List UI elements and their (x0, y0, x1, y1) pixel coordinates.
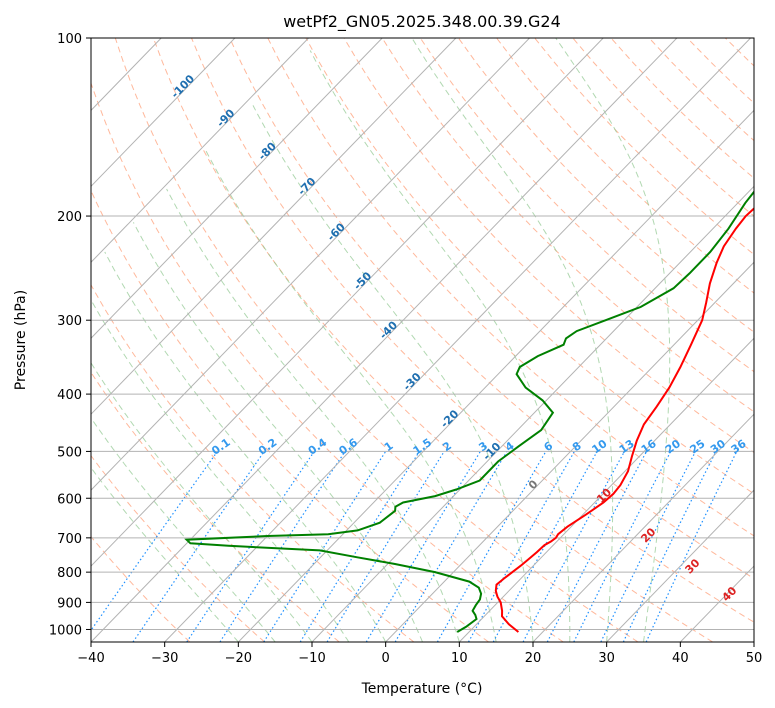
moist-adiabat (91, 299, 350, 642)
y-tick-label: 900 (57, 596, 82, 611)
isotherm-line (91, 38, 236, 188)
dry-adiabat (91, 371, 340, 642)
x-tick-label: 10 (451, 651, 468, 666)
y-tick-label: 500 (57, 445, 82, 460)
isotherm-line (91, 38, 309, 263)
y-tick-label: 1000 (49, 623, 82, 638)
moist-adiabat (309, 50, 571, 642)
isotherm-line (458, 337, 754, 642)
mixing-ratio-line (186, 451, 315, 642)
plot-frame (90, 37, 755, 643)
isotherm-line (91, 38, 457, 415)
isotherm-line (164, 38, 751, 642)
temperature-profile (494, 207, 754, 633)
chart-title: wetPf2_GN05.2025.348.00.39.G24 (283, 12, 561, 32)
moist-adiabat (411, 38, 614, 642)
x-tick-label: −30 (151, 651, 178, 666)
mixing-ratio-line (436, 451, 547, 642)
mixing-ratio-line (600, 451, 697, 642)
dry-adiabat (457, 38, 754, 333)
mixing-ratio-line (467, 451, 575, 642)
isotherm-line (91, 38, 530, 491)
y-tick-label: 400 (57, 388, 82, 403)
x-tick-label: 20 (525, 651, 542, 666)
moist-adiabat (91, 466, 239, 642)
mixing-ratio-line (91, 451, 218, 632)
isotherm-line (311, 185, 754, 642)
x-tick-label: −40 (77, 651, 104, 666)
mixing-ratio-line (263, 451, 387, 642)
dry-adiabat (91, 454, 265, 642)
isotherm-line (91, 38, 604, 567)
y-tick-label: 700 (57, 532, 82, 547)
x-tick-label: −20 (225, 651, 252, 666)
y-axis-label: Pressure (hPa) (13, 290, 29, 390)
moist-adiabat (252, 105, 534, 642)
y-tick-label: 300 (57, 314, 82, 329)
isotherm-line (91, 38, 383, 339)
moist-adiabat (166, 188, 460, 642)
isotherm-line (237, 109, 754, 642)
y-tick-label: 200 (57, 210, 82, 225)
isotherm-line (532, 413, 754, 642)
dewpoint-profile (184, 190, 754, 633)
axis-ticks: −40 −30 −20 −10 0 10 20 30 40 50 100 200 300 400 500 60… (49, 32, 762, 666)
moist-adiabat (555, 38, 671, 642)
dry-adiabat (91, 189, 489, 642)
mixing-ratio-line (219, 451, 346, 642)
x-tick-label: −10 (298, 651, 325, 666)
x-tick-label: 40 (672, 651, 689, 666)
x-tick-label: 30 (598, 651, 615, 666)
profile-lines (184, 190, 754, 633)
isotherm-line (385, 261, 754, 642)
mixing-ratio-line (326, 451, 445, 642)
x-axis-label: Temperature (°C) (361, 681, 483, 697)
moist-adiabat (91, 362, 313, 642)
x-tick-label: 0 (382, 651, 390, 666)
dry-adiabat (191, 38, 754, 623)
y-tick-label: 100 (57, 32, 82, 47)
mixing-ratio-line (573, 451, 672, 642)
y-tick-label: 800 (57, 566, 82, 581)
moist-adiabat (132, 222, 423, 642)
dry-adiabat (496, 38, 754, 294)
isotherm-line (606, 489, 754, 642)
mixing-ratio-line (132, 451, 265, 642)
y-tick-label: 600 (57, 492, 82, 507)
moist-adiabat (91, 417, 276, 642)
x-tick-label: 50 (746, 651, 763, 666)
background-lines (91, 38, 754, 642)
dry-adiabat (114, 38, 639, 642)
moist-adiabat (104, 251, 387, 642)
dry-adiabat (91, 81, 564, 642)
